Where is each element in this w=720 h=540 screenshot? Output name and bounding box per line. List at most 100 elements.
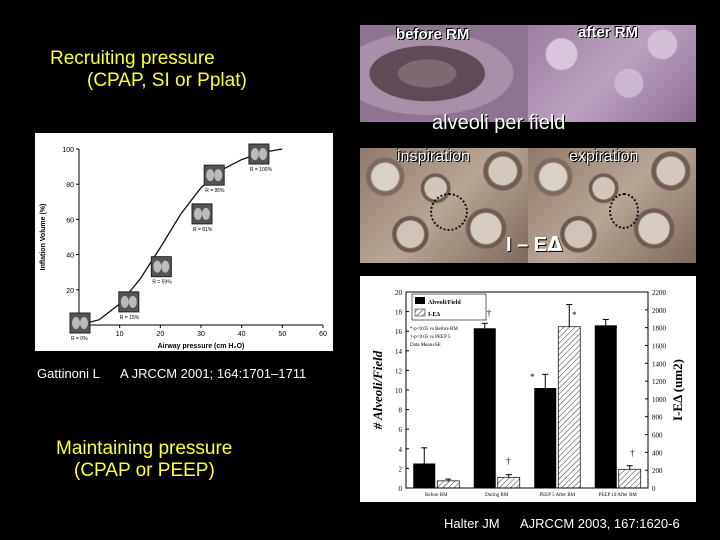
y-tick-label: 80 — [66, 182, 74, 189]
stat-note: *-p<0.05 vs Before RM — [410, 327, 458, 332]
legend-alveoli: Alveoli/Field — [428, 300, 461, 306]
legend-swatch-ie — [414, 308, 426, 317]
significance-marker: * — [572, 310, 577, 320]
ct-recruitment-label: R = 81% — [193, 227, 213, 233]
right-tick-label: 600 — [652, 432, 663, 440]
ie-delta-bar — [436, 480, 460, 489]
ct-lung-right — [128, 295, 137, 308]
after-rm-label: after RM — [578, 24, 639, 41]
gattinoni-author: Gattinoni L — [37, 366, 100, 381]
y-axis-title: Inflation Volume (%) — [40, 204, 47, 271]
y-tick-label: 40 — [66, 253, 74, 260]
halter-reference: AJRCCM 2003, 167:1620-6 — [520, 516, 680, 531]
right-tick-label: 2200 — [652, 289, 667, 297]
ct-lung-right — [80, 317, 88, 329]
ie-delta-label: I – EΔ — [506, 232, 563, 256]
right-tick-label: 1000 — [652, 396, 667, 404]
x-tick-label: 40 — [238, 331, 246, 338]
right-axis-title: I-EΔ (um2) — [670, 359, 685, 421]
left-tick-label: 18 — [395, 309, 403, 317]
ct-lung-left — [206, 169, 215, 182]
category-label: During RM — [485, 493, 509, 498]
x-tick-label: 20 — [156, 331, 164, 338]
alveoli-bar — [594, 325, 617, 488]
recruiting-title: Recruiting pressure (CPAP, SI or Pplat) — [50, 48, 247, 91]
left-axis-title: # Alveoli/Field — [370, 350, 385, 430]
left-tick-label: 2 — [399, 465, 403, 473]
left-tick-label: 10 — [395, 387, 403, 395]
inspiration-label: inspiration — [397, 148, 470, 165]
stat-note: Data Mean±SE — [410, 343, 441, 348]
significance-marker: † — [506, 456, 511, 466]
before-rm-label: before RM — [396, 26, 470, 43]
right-tick-label: 400 — [652, 449, 663, 457]
y-tick-label: 100 — [62, 147, 74, 154]
category-label: PEEP 5 After RM — [539, 493, 575, 498]
alveoli-bar — [534, 388, 557, 488]
after-rm-micrograph — [528, 25, 696, 122]
x-tick-label: 60 — [319, 331, 327, 338]
y-tick-label: 20 — [66, 288, 74, 295]
ie-delta-bar — [497, 476, 521, 489]
category-label: PEEP 10 After RM — [599, 493, 638, 498]
alveoli-bar — [473, 328, 496, 488]
ie-delta-bar — [557, 326, 581, 489]
pressure-volume-chart: 20 40 60 80 100 10 20 30 40 50 60 Airway pressure (… — [35, 133, 333, 351]
maintaining-title: Maintaining pressure (CPAP or PEEP) — [56, 438, 233, 481]
x-tick-label: 30 — [197, 331, 205, 338]
significance-marker: * — [530, 372, 535, 382]
right-tick-label: 0 — [652, 485, 656, 493]
ct-lung-left — [153, 260, 162, 273]
x-tick-label: 10 — [116, 331, 124, 338]
ct-lung-left — [120, 295, 129, 308]
left-tick-label: 4 — [399, 446, 403, 454]
right-tick-label: 1400 — [652, 360, 667, 368]
left-tick-label: 8 — [399, 407, 403, 415]
right-tick-label: 2000 — [652, 307, 667, 315]
ct-recruitment-label: R = 15% — [120, 315, 140, 321]
alveoli-bar — [413, 463, 436, 488]
left-tick-label: 14 — [395, 348, 403, 356]
legend-swatch-alveoli — [415, 297, 425, 304]
significance-marker: † — [630, 448, 635, 458]
legend-ie: I-EΔ — [428, 312, 440, 318]
inspiration-alveolus-outline — [430, 193, 468, 231]
expiration-alveolus-outline — [609, 193, 639, 229]
right-tick-label: 1600 — [652, 342, 667, 350]
right-tick-label: 1200 — [652, 378, 667, 386]
x-tick-label: 50 — [278, 331, 286, 338]
y-tick-label: 60 — [66, 217, 74, 224]
left-tick-label: 20 — [395, 289, 403, 297]
gattinoni-reference: A JRCCM 2001; 164:1701–1711 — [120, 366, 307, 381]
expiration-label: expiration — [569, 148, 639, 165]
category-label: Before RM — [425, 493, 448, 498]
left-tick-label: 0 — [399, 485, 403, 493]
left-tick-label: 16 — [395, 328, 403, 336]
ct-lung-right — [214, 169, 223, 182]
alveoli-bar-svg: 0246810121416182002004006008001000120014… — [370, 289, 685, 498]
ct-lung-left — [250, 148, 259, 161]
pv-curve — [78, 148, 283, 326]
ie-delta-bar — [618, 468, 642, 489]
alveoli-per-field-label: alveoli per field — [432, 112, 566, 134]
before-rm-micrograph — [360, 25, 528, 122]
right-tick-label: 200 — [652, 467, 663, 475]
right-tick-label: 1800 — [652, 325, 667, 333]
left-tick-label: 6 — [399, 426, 403, 434]
stat-note: †-p<0.05 vs PEEP 5 — [410, 335, 451, 340]
ct-lung-left — [72, 317, 80, 329]
left-tick-label: 12 — [395, 367, 403, 375]
ct-recruitment-label: R = 95% — [205, 188, 225, 194]
ct-lung-left — [194, 207, 202, 220]
pressure-volume-svg: 20 40 60 80 100 10 20 30 40 50 60 Airway pressure (… — [40, 143, 327, 350]
ct-recruitment-label: R = 100% — [250, 167, 273, 173]
ct-lung-right — [161, 260, 170, 273]
ct-recruitment-label: R = 59% — [152, 280, 172, 286]
significance-marker: * † — [606, 324, 618, 334]
ct-recruitment-label: R = 0% — [71, 336, 88, 342]
x-axis-title: Airway pressure (cm H₂O) — [158, 343, 245, 350]
right-tick-label: 800 — [652, 414, 663, 422]
ct-lung-right — [202, 207, 210, 220]
ct-lung-right — [258, 148, 267, 161]
alveoli-bar-chart: 0 2 4 6 8 10 12 14 16 18 20 0 200 400 600 800 1000 1200 14… — [360, 276, 696, 502]
